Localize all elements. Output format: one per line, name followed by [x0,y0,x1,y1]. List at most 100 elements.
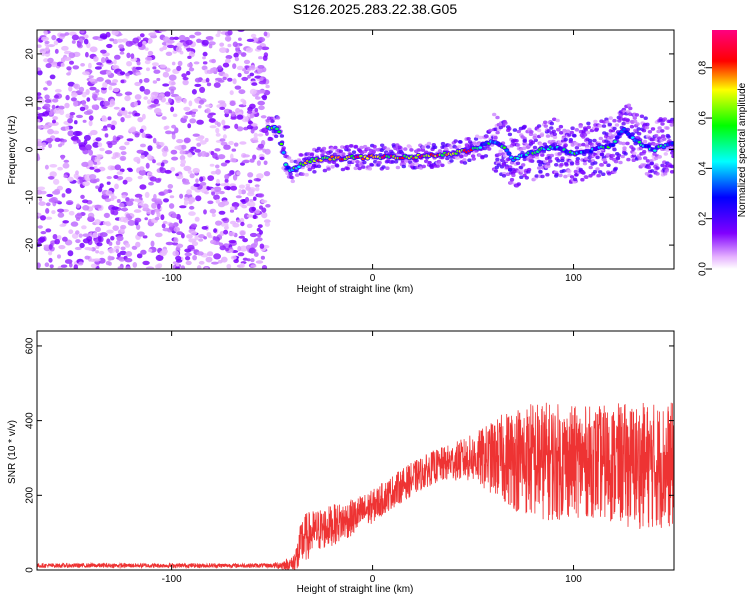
heatmap-cell [637,156,642,161]
heatmap-cell [115,92,123,97]
heatmap-cell [99,232,108,238]
heatmap-cell [608,116,613,120]
heatmap-cell [179,193,184,199]
heatmap-cell [207,113,213,119]
heatmap-cell [595,167,600,171]
heatmap-cell [587,159,592,163]
heatmap-cell [155,209,160,214]
heatmap-cell [105,190,113,196]
heatmap-cell [49,164,58,168]
heatmap-cell [445,156,450,161]
heatmap-cell [426,141,432,146]
heatmap-cell [492,112,497,117]
heatmap-cell [563,137,568,142]
heatmap-cell [665,126,670,130]
heatmap-cell [645,159,651,163]
heatmap-cell [568,139,573,144]
heatmap-cell [104,150,113,155]
heatmap-cell [217,154,226,160]
y-tick-label: 200 [25,487,36,504]
heatmap-cell [186,70,191,76]
colorbar-tick-label: 0.6 [698,111,709,125]
heatmap-cell [86,97,91,102]
heatmap-cell [215,133,221,137]
heatmap-cell [226,186,231,191]
heatmap-cell [47,176,55,180]
heatmap-cell [177,60,183,67]
heatmap-cell [249,112,255,119]
heatmap-cell [46,80,52,86]
y-tick-label: -20 [25,237,36,252]
heatmap-cell [175,259,183,263]
heatmap-cell [171,133,176,140]
heatmap-cell [471,157,476,161]
heatmap-cell [101,117,108,122]
heatmap-cell [426,145,431,149]
heatmap-cell [75,230,80,235]
heatmap-cell [144,47,149,51]
heatmap-cell [567,169,572,173]
heatmap-cell [224,159,231,163]
heatmap-cell [540,153,545,157]
heatmap-cell [189,205,195,210]
heatmap-cell [306,164,311,169]
heatmap-cell [124,243,131,248]
heatmap-cell [243,59,251,65]
heatmap-cell [106,43,113,49]
heatmap-cell [216,104,222,108]
heatmap-cell [612,147,617,152]
heatmap-cell [47,57,54,63]
heatmap-cell [362,160,367,165]
heatmap-cell [68,210,75,216]
heatmap-cell [73,83,79,89]
heatmap-cell [247,74,251,79]
heatmap-cell [403,147,408,151]
heatmap-cell [97,142,103,148]
heatmap-cell [90,263,97,268]
heatmap-cell [209,125,217,129]
heatmap-cell [198,105,202,109]
heatmap-cell [519,175,524,179]
heatmap-cell [191,108,199,113]
heatmap-cell [159,47,164,52]
heatmap-cell [67,81,75,87]
heatmap-cell [584,175,589,179]
heatmap-cell [54,238,60,245]
heatmap-cell [81,161,90,167]
heatmap-cell [191,113,196,118]
heatmap-cell [257,67,263,74]
heatmap-cell [156,77,161,82]
heatmap-cell [125,251,133,257]
heatmap-cell [297,165,301,169]
heatmap-cell [37,106,42,110]
heatmap-cell [505,172,511,176]
heatmap-cell [188,200,193,205]
heatmap-cell [598,124,603,128]
heatmap-cell [516,129,521,134]
heatmap-cell [134,94,142,100]
heatmap-cell [88,78,96,82]
heatmap-cell [88,160,93,165]
heatmap-cell [250,33,257,38]
heatmap-cell [230,255,237,260]
heatmap-cell [108,86,113,91]
heatmap-cell [173,36,180,40]
heatmap-cell [281,151,286,154]
heatmap-cell [555,118,560,123]
heatmap-cell [478,146,483,149]
heatmap-cell [186,189,193,196]
heatmap-cell [93,161,98,165]
heatmap-cell [646,165,652,170]
heatmap-cell [160,214,165,221]
heatmap-cell [201,226,208,230]
heatmap-cell [270,119,275,123]
colorbar-tick-label: 0.0 [698,262,709,276]
heatmap-cell [626,103,632,108]
heatmap-cell [241,116,249,123]
heatmap-cell [88,75,94,79]
heatmap-cell [632,151,637,156]
heatmap-cell [114,164,122,171]
heatmap-cell [437,161,442,165]
heatmap-cell [227,77,233,82]
